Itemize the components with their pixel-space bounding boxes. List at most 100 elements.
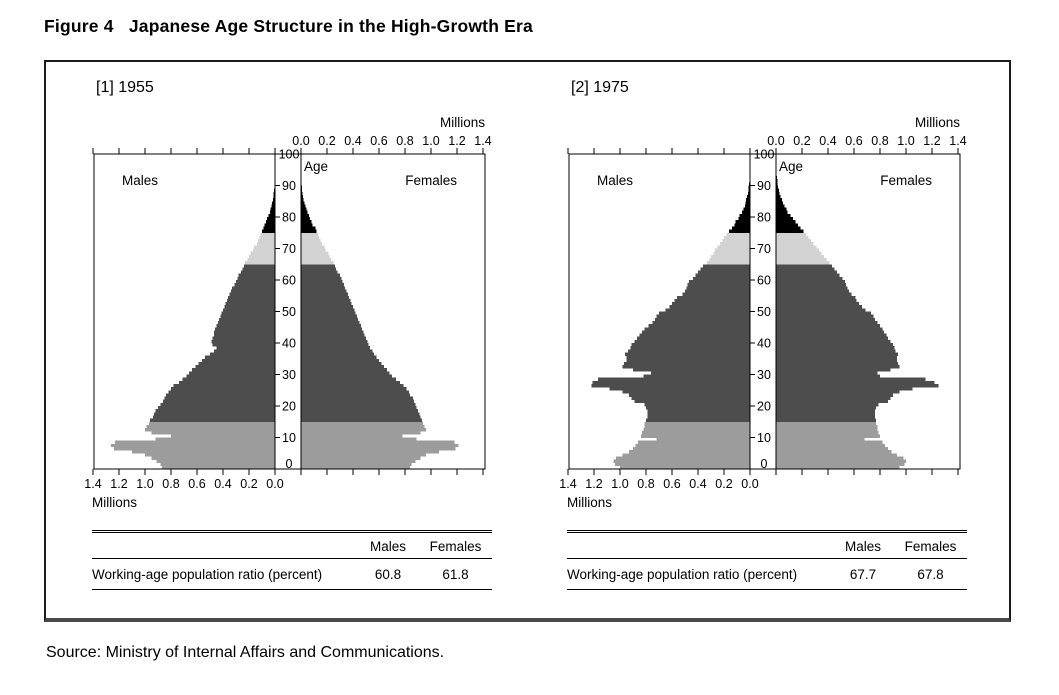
females-bar-age-54 — [301, 295, 350, 300]
females-bar-age-6 — [776, 446, 888, 451]
ratio-table-header-row: Males Females — [567, 532, 967, 559]
females-bar-age-69 — [776, 248, 819, 252]
females-bar-age-51 — [301, 305, 353, 309]
top-axis-tick-label: 1.4 — [949, 134, 966, 148]
males-bar-age-66 — [709, 257, 750, 262]
males-bar-age-7 — [111, 443, 275, 448]
females-bar-age-24 — [776, 390, 900, 394]
males-bar-age-63 — [242, 267, 275, 271]
males-bar-age-22 — [631, 396, 750, 400]
males-bar-age-74 — [726, 232, 750, 237]
females-bar-age-25 — [301, 387, 407, 391]
age-axis-label: Age — [779, 159, 803, 174]
females-bar-age-36 — [301, 352, 374, 356]
females-bar-age-61 — [301, 273, 340, 278]
males-bar-age-21 — [634, 399, 750, 404]
panel-label-1975: [2] 1975 — [571, 79, 629, 96]
males-bar-age-30 — [651, 371, 750, 375]
females-bar-age-23 — [776, 393, 893, 397]
males-bar-age-9 — [155, 437, 275, 441]
males-bar-age-85 — [746, 198, 750, 202]
males-bar-age-75 — [262, 229, 275, 233]
age-tick-label: 0 — [761, 457, 768, 471]
females-bar-age-21 — [301, 399, 415, 404]
pyramid-panel-1955: [1] 1955 0.0 1.4 0.2 1.2 0.4 1.0 0.6 0.8 0.8 0.6 1… — [46, 62, 521, 614]
males-bar-age-42 — [639, 333, 750, 337]
females-bar-age-22 — [301, 396, 413, 400]
males-bar-age-59 — [688, 280, 750, 284]
females-bar-age-43 — [776, 330, 884, 334]
males-bar-age-6 — [633, 446, 750, 451]
top-axis-tick-label: 0.4 — [819, 134, 836, 148]
top-axis-tick-label: 1.2 — [923, 134, 940, 148]
males-bar-age-60 — [237, 276, 275, 281]
millions-label-bottom: Millions — [92, 495, 137, 510]
males-bar-age-57 — [232, 286, 275, 290]
males-bar-age-62 — [698, 270, 750, 274]
females-bar-age-77 — [301, 223, 313, 227]
males-bar-age-13 — [146, 424, 275, 429]
females-bar-age-86 — [301, 194, 304, 199]
males-bar-age-14 — [644, 421, 750, 426]
males-bar-age-24 — [622, 390, 750, 394]
females-bar-age-2 — [301, 459, 416, 463]
bottom-axis-tick-label: 0.6 — [188, 477, 205, 491]
males-bar-age-48 — [220, 314, 275, 319]
males-bar-age-3 — [616, 456, 750, 460]
males-bar-age-77 — [734, 223, 750, 227]
males-bar-age-68 — [713, 251, 750, 256]
males-bar-age-2 — [156, 459, 275, 463]
females-bar-age-77 — [776, 223, 799, 227]
millions-label-bottom: Millions — [567, 495, 612, 510]
top-axis-tick-label: 0.2 — [318, 134, 335, 148]
males-bar-age-27 — [592, 380, 750, 385]
females-bar-age-3 — [301, 456, 421, 460]
top-axis-tick-label: 1.2 — [448, 134, 465, 148]
females-bar-age-33 — [301, 361, 382, 366]
females-bar-age-46 — [776, 320, 878, 325]
males-bars — [591, 166, 750, 470]
males-bar-age-59 — [236, 280, 275, 284]
females-bar-age-14 — [301, 421, 424, 426]
males-bar-age-69 — [252, 248, 275, 252]
males-bar-age-78 — [735, 220, 750, 224]
males-bar-age-66 — [247, 257, 275, 262]
males-bar-age-44 — [215, 327, 275, 331]
males-bar-age-64 — [243, 264, 275, 268]
bottom-axis-tick-label: 0.2 — [240, 477, 257, 491]
females-bar-age-8 — [301, 440, 455, 445]
males-bar-age-71 — [256, 242, 275, 246]
age-tick-label: 30 — [757, 368, 771, 382]
females-bar-age-32 — [776, 365, 900, 369]
females-bar-age-70 — [776, 245, 817, 249]
females-bar-age-53 — [301, 298, 351, 303]
females-bar-age-6 — [301, 446, 456, 451]
bottom-axis-tick-label: 0.4 — [214, 477, 231, 491]
ratio-females-value: 61.8 — [442, 567, 469, 582]
females-bar-age-54 — [776, 295, 856, 300]
males-bar-age-65 — [245, 261, 275, 265]
females-bar-age-20 — [776, 402, 879, 407]
ratio-table-empty-header — [92, 532, 357, 559]
males-bar-age-60 — [692, 276, 750, 281]
females-bar-age-16 — [776, 415, 875, 419]
males-bar-age-73 — [259, 235, 275, 240]
males-bar-age-32 — [622, 365, 750, 369]
males-bar-age-55 — [682, 292, 750, 296]
females-bar-age-79 — [301, 217, 311, 221]
millions-label-top: Millions — [440, 115, 485, 130]
males-bar-age-61 — [695, 273, 750, 278]
females-bar-age-41 — [776, 336, 888, 341]
males-bar-age-47 — [219, 317, 275, 322]
males-bar-age-17 — [154, 412, 275, 416]
ratio-table-1955: Males Females Working-age population rat… — [92, 530, 492, 590]
females-bar-age-48 — [301, 314, 357, 319]
top-axis-tick-label: 1.0 — [897, 134, 914, 148]
females-bar-age-5 — [776, 450, 892, 454]
ratio-table-empty-header — [567, 532, 832, 559]
females-bar-age-44 — [776, 327, 883, 331]
bottom-axis-tick-label: 0.0 — [741, 477, 758, 491]
males-bar-age-40 — [634, 339, 750, 344]
females-bar-age-36 — [776, 352, 899, 356]
females-bar-age-88 — [776, 188, 779, 193]
